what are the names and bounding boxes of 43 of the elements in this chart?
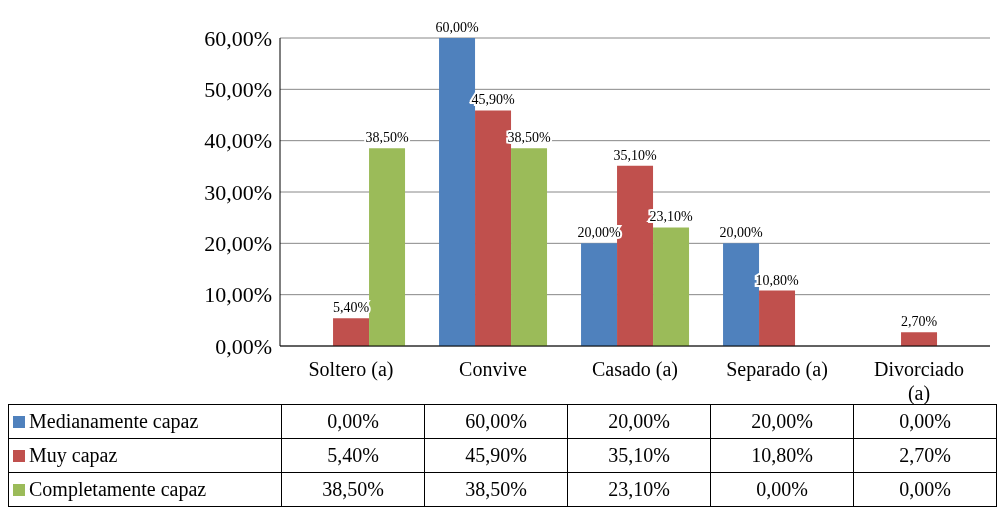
x-tick-label: Convive [459,358,528,380]
data-label: 0,00% [853,472,997,507]
x-tick-label: Separado (a) [726,358,828,381]
bar [369,148,406,346]
bar [581,243,618,346]
bar [511,148,548,346]
bar [759,290,796,346]
data-label: 0,00% [853,404,997,439]
data-label: 0,00% [710,472,854,507]
bar [333,318,370,346]
bar [901,332,938,346]
legend-label: Medianamente capaz [28,410,199,432]
data-label: 35,10% [567,438,711,473]
text: 38,50% [365,130,409,146]
x-tick-label: Casado (a) [591,358,679,381]
data-label: 45,90% [424,438,568,473]
data-label: 10,80% [710,438,854,473]
data-label: 2,70% [853,438,997,473]
legend-label: Completamente capaz [28,478,207,500]
text: 20,00% [719,225,763,241]
y-tick-label: 10,00% [204,282,272,308]
data-label: 38,50% [281,472,425,507]
y-tick-label: 50,00% [204,77,272,103]
data-label: 38,50% [424,472,568,507]
data-label: 60,00% [424,404,568,439]
y-tick-label: 40,00% [204,128,272,154]
x-tick-label: Soltero (a) [308,358,394,381]
legend-label: Muy capaz [28,444,118,466]
y-tick-label: 60,00% [204,25,272,51]
data-label: 23,10% [567,472,711,507]
data-label: 5,40% [281,438,425,473]
text: 2,70% [900,314,938,330]
text: 60,00% [435,20,479,35]
y-tick-label: 0,00% [215,333,272,359]
y-tick-label: 20,00% [204,231,272,257]
y-tick-label: 30,00% [204,179,272,205]
text: 5,40% [332,300,370,316]
data-label: 20,00% [710,404,854,439]
data-label: 20,00% [567,404,711,439]
bar [653,227,690,346]
data-label: 0,00% [281,404,425,439]
x-tick-label: Divorciado (a) [874,358,964,405]
text: 35,10% [613,147,657,163]
